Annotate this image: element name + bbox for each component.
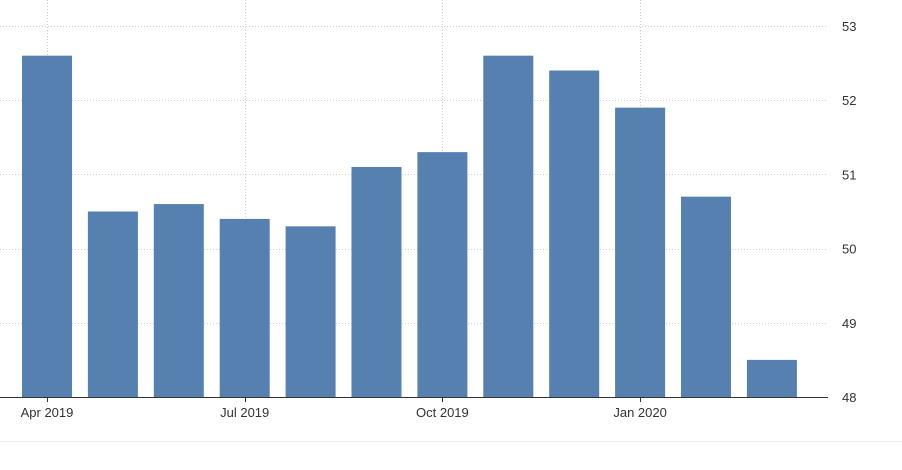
bar <box>219 218 270 397</box>
x-tick-label: Jul 2019 <box>220 405 269 420</box>
bar <box>22 55 72 398</box>
y-tick-label: 49 <box>842 316 856 331</box>
bar <box>417 152 468 397</box>
y-tick-labels: 48 49 50 51 52 53 <box>842 19 856 405</box>
y-tick-label: 53 <box>842 19 856 34</box>
y-tick-label: 52 <box>842 93 856 108</box>
bar <box>483 55 534 398</box>
bar <box>285 226 336 397</box>
x-tick-label: Apr 2019 <box>21 405 74 420</box>
y-tick-label: 51 <box>842 167 856 182</box>
bar <box>351 166 402 397</box>
x-tick-labels: Apr 2019 Jul 2019 Oct 2019 Jan 2020 <box>21 405 667 420</box>
x-tick-label: Oct 2019 <box>416 405 469 420</box>
bar <box>746 359 797 397</box>
bar <box>549 70 600 398</box>
x-tick-label: Jan 2020 <box>613 405 667 420</box>
bar <box>681 196 731 397</box>
axes <box>0 397 902 442</box>
bar <box>615 107 666 398</box>
bar <box>153 204 204 397</box>
y-tick-label: 50 <box>842 242 856 257</box>
bars <box>22 55 797 398</box>
bar <box>87 211 138 397</box>
y-tick-label: 48 <box>842 390 856 405</box>
